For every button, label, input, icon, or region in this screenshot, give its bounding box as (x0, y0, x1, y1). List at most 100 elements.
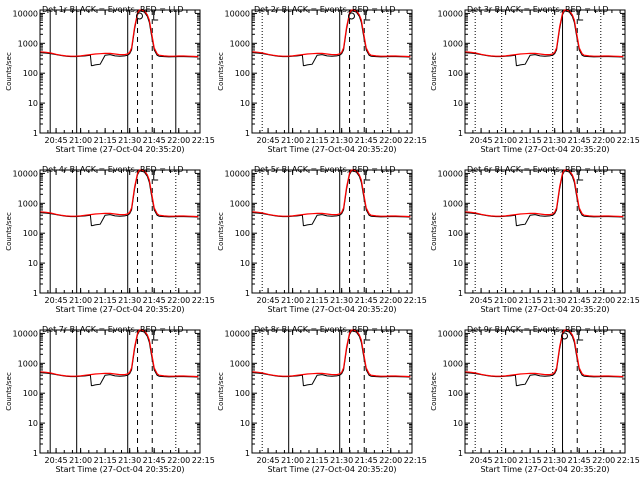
y-tick-label: 1000 (443, 359, 463, 368)
x-tick-label: 22:15 (617, 296, 640, 305)
series-line-events (252, 330, 411, 387)
bracket-marker (153, 332, 159, 341)
chart-title: Det 9r BLACK = Events, RED = LLD (467, 325, 609, 334)
series-line-lld (40, 329, 199, 378)
x-tick-label: 21:30 (118, 456, 141, 465)
bracket-marker (365, 332, 371, 341)
y-tick-label: 1 (458, 129, 463, 138)
x-tick-label: 21:15 (306, 296, 329, 305)
y-tick-label: 1000 (18, 199, 38, 208)
x-tick-label: 20:45 (470, 456, 493, 465)
series-line-lld (40, 169, 199, 218)
chart-panel-8: 1 10 100 1000 10000 20:45 21:00 21:15 21:30 21:45… (217, 325, 427, 474)
x-tick-label: 22:00 (167, 136, 190, 145)
x-tick-label: 20:45 (257, 296, 280, 305)
y-axis-label: Counts/sec (5, 52, 13, 91)
plot-frame (39, 9, 201, 134)
series-line-events (465, 170, 624, 227)
y-axis-label: Counts/sec (430, 52, 438, 91)
x-tick-label: 21:45 (355, 456, 378, 465)
plot-frame (464, 169, 626, 294)
y-tick-label: 100 (235, 229, 250, 238)
series-line-events (40, 10, 199, 67)
x-tick-label: 22:15 (192, 296, 215, 305)
x-tick-label: 21:15 (94, 456, 117, 465)
chart-title: Det 1r BLACK = Events, RED = LLD (42, 5, 184, 14)
y-axis-label: Counts/sec (217, 372, 225, 411)
x-tick-label: 22:15 (404, 136, 427, 145)
y-tick-label: 100 (448, 69, 463, 78)
x-tick-label: 22:00 (379, 296, 402, 305)
x-tick-label: 21:45 (568, 136, 591, 145)
y-tick-label: 10000 (438, 9, 463, 18)
y-tick-label: 1 (33, 129, 38, 138)
y-tick-label: 10000 (13, 169, 38, 178)
series-line-events (465, 10, 624, 67)
y-tick-label: 100 (448, 229, 463, 238)
y-axis-label: Counts/sec (217, 52, 225, 91)
chart-title: Det 8r BLACK = Events, RED = LLD (254, 325, 396, 334)
x-tick-label: 21:45 (355, 136, 378, 145)
y-tick-label: 10000 (13, 9, 38, 18)
chart-panel-3: 1 10 100 1000 10000 20:45 21:00 21:15 21:30 21:45… (430, 5, 640, 154)
x-axis-label: Start Time (27-Oct-04 20:35:20) (55, 145, 184, 154)
chart-panel-5: 1 10 100 1000 10000 20:45 21:00 21:15 21:30 21:45… (217, 165, 427, 314)
chart-panel-6: 1 10 100 1000 10000 20:45 21:00 21:15 21:30 21:45… (430, 165, 640, 314)
y-tick-label: 10000 (225, 169, 250, 178)
y-tick-label: 1000 (18, 39, 38, 48)
x-tick-label: 21:15 (519, 456, 542, 465)
x-tick-label: 20:45 (257, 456, 280, 465)
x-tick-label: 21:15 (519, 296, 542, 305)
x-tick-label: 22:15 (192, 456, 215, 465)
chart-panel-9: 1 10 100 1000 10000 20:45 21:00 21:15 21:30 21:45… (430, 325, 640, 474)
chart-title: Det 4r BLACK = Events, RED = LLD (42, 165, 184, 174)
y-axis-label: Counts/sec (5, 212, 13, 251)
x-tick-label: 21:30 (543, 456, 566, 465)
bracket-marker (578, 172, 584, 181)
x-tick-label: 21:15 (306, 136, 329, 145)
bracket-marker (578, 12, 584, 21)
x-tick-label: 21:45 (355, 296, 378, 305)
x-tick-label: 22:15 (404, 296, 427, 305)
series-line-events (252, 170, 411, 227)
y-tick-label: 1 (33, 289, 38, 298)
plot-frame (464, 329, 626, 454)
x-tick-label: 21:00 (281, 136, 304, 145)
x-tick-label: 22:15 (404, 456, 427, 465)
x-axis-label: Start Time (27-Oct-04 20:35:20) (267, 145, 396, 154)
x-tick-label: 21:00 (494, 456, 517, 465)
x-axis-label: Start Time (27-Oct-04 20:35:20) (480, 305, 609, 314)
x-tick-label: 21:15 (306, 456, 329, 465)
chart-title: Det 2r BLACK = Events, RED = LLD (254, 5, 396, 14)
y-tick-label: 10 (28, 99, 38, 108)
x-tick-label: 21:30 (543, 136, 566, 145)
x-tick-label: 22:00 (379, 456, 402, 465)
chart-panel-2: 1 10 100 1000 10000 20:45 21:00 21:15 21:30 21:45… (217, 5, 427, 154)
y-tick-label: 10000 (438, 169, 463, 178)
x-axis-label: Start Time (27-Oct-04 20:35:20) (55, 465, 184, 474)
series-line-events (252, 10, 411, 67)
y-tick-label: 1000 (18, 359, 38, 368)
x-tick-label: 21:00 (494, 296, 517, 305)
x-tick-label: 21:15 (519, 136, 542, 145)
x-tick-label: 21:45 (568, 456, 591, 465)
x-tick-label: 21:15 (94, 296, 117, 305)
y-tick-label: 10000 (225, 9, 250, 18)
x-axis-label: Start Time (27-Oct-04 20:35:20) (480, 465, 609, 474)
y-tick-label: 100 (23, 69, 38, 78)
y-tick-label: 1 (458, 289, 463, 298)
x-tick-label: 21:30 (543, 296, 566, 305)
y-tick-label: 10 (453, 259, 463, 268)
x-tick-label: 21:00 (69, 296, 92, 305)
x-axis-label: Start Time (27-Oct-04 20:35:20) (267, 305, 396, 314)
y-tick-label: 10 (240, 99, 250, 108)
y-axis-label: Counts/sec (217, 212, 225, 251)
y-tick-label: 1000 (230, 199, 250, 208)
bracket-marker (365, 12, 371, 21)
chart-panel-1: 1 10 100 1000 10000 20:45 21:00 21:15 21:30 21:45… (5, 5, 215, 154)
y-tick-label: 10000 (225, 329, 250, 338)
x-tick-label: 21:45 (568, 296, 591, 305)
x-tick-label: 22:00 (167, 296, 190, 305)
y-tick-label: 100 (235, 69, 250, 78)
plot-frame (464, 9, 626, 134)
